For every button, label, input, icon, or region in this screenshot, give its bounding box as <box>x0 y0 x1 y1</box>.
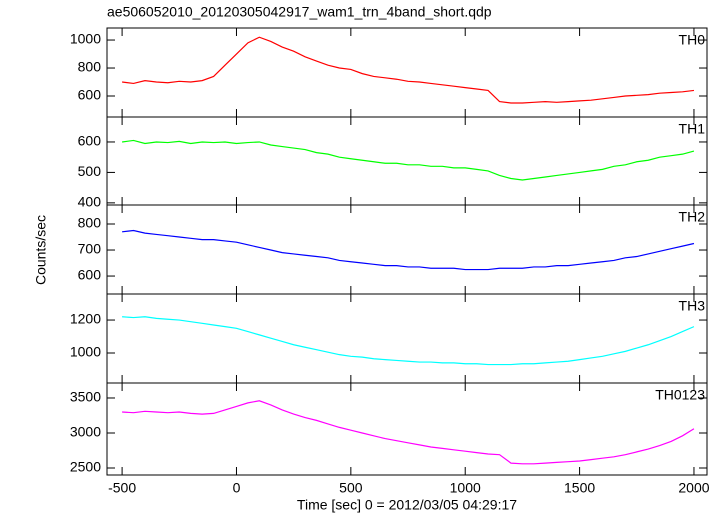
data-line <box>122 316 695 366</box>
data-line <box>122 229 695 271</box>
panel-label: TH3 <box>679 298 706 314</box>
panel-frame <box>106 27 708 118</box>
x-tick-label: 1500 <box>564 480 595 496</box>
data-line <box>122 36 695 104</box>
y-tick-label: 800 <box>78 215 102 231</box>
panel-frame <box>106 382 708 476</box>
y-tick-label: 600 <box>78 133 102 149</box>
data-line <box>122 139 695 181</box>
y-tick-label: 700 <box>78 241 102 257</box>
y-tick-label: 3500 <box>70 389 101 405</box>
y-tick-label: 600 <box>78 267 102 283</box>
y-axis-label: Counts/sec <box>33 215 49 285</box>
y-tick-label: 400 <box>78 194 102 210</box>
panel-frame <box>106 204 708 295</box>
y-tick-label: 1000 <box>70 31 101 47</box>
x-tick-label: 1000 <box>450 480 481 496</box>
y-tick-label: 600 <box>78 87 102 103</box>
chart-title: ae506052010_20120305042917_wam1_trn_4ban… <box>107 4 492 20</box>
x-tick-label: 500 <box>339 480 363 496</box>
y-tick-label: 2500 <box>70 459 101 475</box>
y-tick-label: 1000 <box>70 344 101 360</box>
panel-frame <box>106 293 708 384</box>
x-tick-label: 0 <box>233 480 241 496</box>
panel-label: TH2 <box>679 209 706 225</box>
data-line <box>122 400 695 465</box>
panel-frame <box>106 116 708 206</box>
x-axis-label: Time [sec] 0 = 2012/03/05 04:29:17 <box>297 497 517 513</box>
y-tick-label: 500 <box>78 163 102 179</box>
panel-label: TH0123 <box>655 387 705 403</box>
x-tick-label: -500 <box>108 480 136 496</box>
panel-label: TH0 <box>679 32 706 48</box>
y-tick-label: 800 <box>78 59 102 75</box>
x-tick-label: 2000 <box>678 480 709 496</box>
panel-label: TH1 <box>679 121 706 137</box>
y-tick-label: 1200 <box>70 311 101 327</box>
y-tick-label: 3000 <box>70 424 101 440</box>
